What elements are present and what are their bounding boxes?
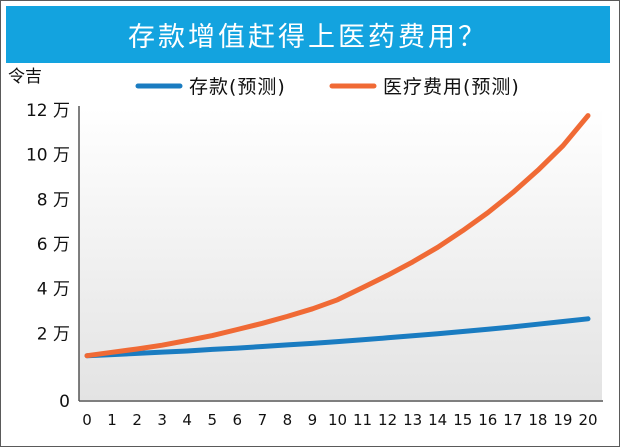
- y-tick-label: 0: [59, 392, 70, 412]
- x-tick-label: 18: [528, 411, 547, 429]
- x-tick-label: 16: [478, 411, 497, 429]
- x-tick-label: 0: [82, 411, 92, 429]
- x-tick-label: 14: [428, 411, 447, 429]
- x-tick-label: 4: [182, 411, 192, 429]
- legend: 存款(预测) 医疗费用(预测): [135, 76, 520, 98]
- x-tick-label: 8: [283, 411, 293, 429]
- x-tick-label: 6: [233, 411, 243, 429]
- legend-label-1: 存款(预测): [189, 76, 286, 98]
- x-tick-label: 19: [553, 411, 572, 429]
- y-tick-label: 2 万: [37, 324, 70, 344]
- y-tick-labels: 0 2 万 4 万 6 万 8 万 10 万 12 万: [26, 101, 70, 412]
- x-tick-label: 13: [403, 411, 422, 429]
- x-tick-label: 7: [258, 411, 268, 429]
- x-tick-label: 1: [107, 411, 117, 429]
- legend-label-2: 医疗费用(预测): [383, 76, 520, 98]
- x-tick-label: 15: [453, 411, 472, 429]
- y-tick-label: 6 万: [37, 235, 70, 255]
- x-tick-label: 5: [207, 411, 217, 429]
- x-tick-label: 11: [353, 411, 372, 429]
- x-tick-label: 20: [578, 411, 597, 429]
- x-tick-label: 9: [308, 411, 318, 429]
- y-tick-label: 4 万: [37, 280, 70, 300]
- series-line-1: [84, 316, 591, 359]
- x-tick-label: 12: [378, 411, 397, 429]
- chart-title: 存款增值赶得上医药费用？: [128, 22, 488, 53]
- y-tick-label: 8 万: [37, 190, 70, 210]
- x-tick-label: 2: [132, 411, 142, 429]
- plot-area: [79, 108, 602, 400]
- series-lines: [84, 113, 591, 359]
- y-tick-label: 12 万: [26, 101, 70, 121]
- y-axis-unit-label: 令吉: [8, 67, 42, 87]
- x-tick-labels: 0 1 2 3 4 5 6 7 8 9 10 11 12 13 14 15 16 17 18 19 20: [82, 411, 597, 429]
- x-tick-label: 10: [328, 411, 347, 429]
- x-tick-label: 3: [157, 411, 167, 429]
- y-tick-label: 10 万: [26, 146, 70, 166]
- series-line-2: [84, 113, 591, 359]
- title-bar: 存款增值赶得上医药费用？: [6, 6, 610, 63]
- x-tick-label: 17: [503, 411, 522, 429]
